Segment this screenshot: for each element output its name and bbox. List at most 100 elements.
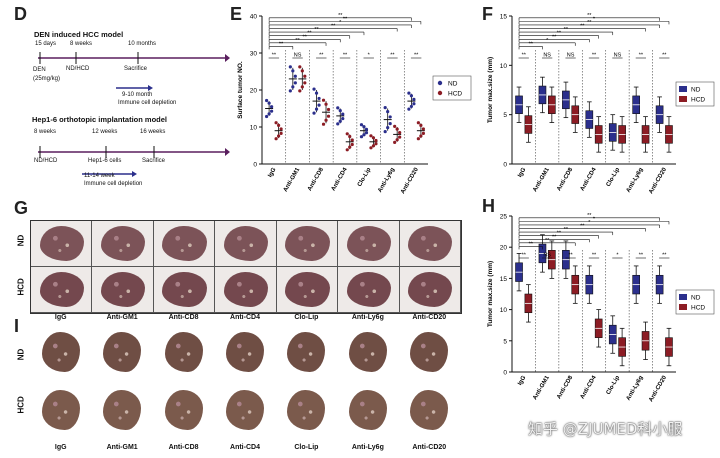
pair-significance: ** [343, 53, 348, 59]
legend-nd-label: ND [691, 295, 701, 302]
nd-point [388, 121, 392, 126]
top-significance: ** [529, 41, 534, 47]
liver-specimen [223, 271, 269, 308]
nd-point [312, 87, 316, 91]
watermark: 知乎 @ZJUMED科小服 [528, 420, 683, 438]
hcd-point [324, 102, 328, 106]
hcd-liver-photo [92, 267, 154, 313]
nd-point [386, 110, 390, 114]
hcd-point [421, 131, 425, 135]
liver-specimen [164, 331, 203, 373]
photo-group-label: Anti-CD4 [230, 314, 260, 321]
liver-specimen [162, 225, 207, 262]
y-tick-label: 20 [500, 245, 508, 252]
top-significance: ** [545, 238, 550, 244]
panel-h-letter: H [482, 196, 495, 216]
x-tick-label: Anti-Ly6g [626, 167, 645, 194]
nd-point [362, 125, 366, 129]
liver-specimen [285, 271, 330, 308]
hcd-point [321, 98, 326, 102]
y-tick-label: 10 [500, 307, 508, 314]
hcd-point [395, 127, 399, 131]
hcd-liver-photo [91, 384, 149, 436]
x-tick-label: Anti-Ly6g [377, 167, 396, 194]
hcd-liver-photo [214, 384, 272, 436]
nd-point [317, 103, 321, 107]
hcd-point [326, 107, 331, 112]
y-tick-label: 15 [500, 14, 508, 21]
legend-hcd-marker [437, 90, 443, 96]
x-tick-label: Anti-CD8 [556, 166, 574, 192]
panel-e-letter: E [230, 4, 243, 24]
photo-group-label: Anti-CD20 [412, 314, 447, 321]
top-significance: ** [314, 27, 319, 33]
photo-group-label: Anti-CD8 [168, 444, 199, 451]
top-significance: ** [295, 38, 300, 44]
pair-significance: * [616, 253, 619, 259]
model2-time-2: 12 weeks [92, 129, 118, 135]
liver-specimen [103, 331, 142, 373]
nd-point [267, 112, 271, 116]
hcd-liver-photo [31, 267, 93, 313]
y-tick-label: 20 [250, 88, 258, 95]
hcd-liver-photo [215, 267, 277, 313]
x-tick-label: Anti-CD4 [580, 374, 598, 400]
liver-specimen [225, 389, 265, 431]
model1-timeline-arrow [225, 54, 230, 62]
top-significance: ** [564, 227, 569, 233]
liver-specimen [162, 271, 207, 308]
top-significance: ** [587, 213, 592, 219]
hcd-liver-photo [30, 384, 88, 436]
hcd-point [298, 65, 302, 69]
liver-specimen [225, 331, 265, 373]
y-tick-label: 0 [503, 162, 507, 169]
pair-significance: NS [294, 53, 302, 59]
chart-h: 0 5 10 15 20 25 Tumor max.size (mm) IgG Anti-GM1… [487, 213, 715, 403]
hcd-point [416, 137, 420, 141]
nd-point [341, 116, 345, 121]
pair-significance: ** [639, 53, 644, 59]
legend-nd-label: ND [691, 87, 701, 94]
liver-specimen [223, 225, 269, 262]
top-significance: ** [279, 41, 284, 47]
x-tick-label: Anti-CD8 [307, 166, 325, 192]
hcd-point [348, 134, 352, 139]
nd-point [314, 91, 319, 95]
hcd-point [398, 135, 402, 139]
model1-time-2: 8 weeks [70, 41, 93, 47]
hcd-point [369, 134, 373, 138]
nd-liver-photo [31, 221, 93, 267]
hcd-liver-photo [275, 384, 334, 436]
hcd-point [350, 142, 354, 147]
liver-specimen [346, 225, 391, 262]
nd-point [364, 131, 369, 135]
y-tick-label: 15 [500, 276, 508, 283]
nd-point [407, 91, 411, 95]
model2-title: Hep1-6 orthotopic implantation model [32, 115, 168, 124]
nd-liver-photo [399, 221, 461, 267]
x-tick-label: Anti-GM1 [283, 166, 302, 193]
g-row-label-hcd: HCD [16, 278, 26, 296]
nd-point [265, 114, 269, 119]
top-significance: ** [307, 31, 312, 37]
liver-specimen [346, 271, 391, 308]
pair-significance: ** [522, 253, 527, 259]
nd-point [293, 81, 297, 85]
pair-significance: NS [543, 53, 551, 59]
hcd-point [321, 122, 326, 126]
x-tick-label: IgG [267, 167, 277, 179]
x-tick-label: Anti-CD8 [556, 374, 574, 400]
model2-depletion-label: Immune cell depletion [84, 181, 143, 187]
hcd-liver-photo [399, 267, 461, 313]
nd-point [359, 123, 364, 127]
nd-liver-photo [153, 221, 216, 267]
chart-e: 0 10 20 30 40 Surface tumor NO. IgG Anti-GM1 Ant… [237, 13, 472, 195]
hcd-point [274, 137, 278, 141]
y-axis-label: Tumor max.size (mm) [487, 261, 494, 327]
y-tick-label: 10 [250, 125, 258, 132]
legend-hcd-label: HCD [691, 305, 705, 312]
liver-specimen [164, 389, 203, 431]
nd-point [412, 97, 416, 101]
top-significance: * [593, 16, 596, 22]
model1-depletion-time: 9-10 month [122, 92, 153, 98]
